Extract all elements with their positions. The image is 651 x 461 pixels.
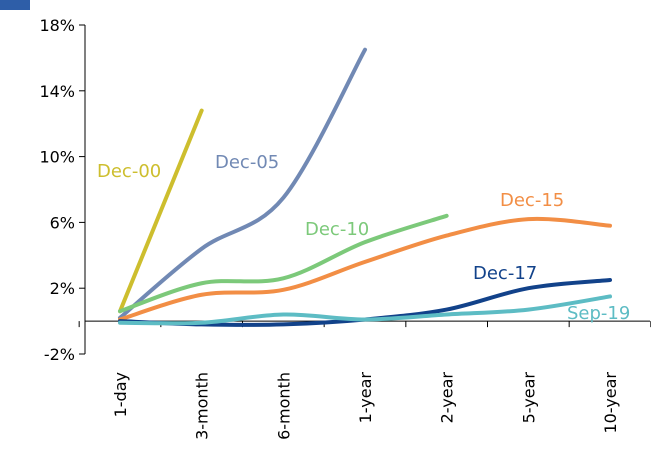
y-tick-label: 2% (50, 279, 75, 298)
y-tick-label: 14% (39, 82, 75, 101)
series-label-sep-19: Sep-19 (567, 303, 630, 324)
series-label-dec-00: Dec-00 (97, 161, 161, 182)
y-tick-label: 10% (39, 148, 75, 167)
x-tick-label: 6-month (274, 372, 293, 440)
x-tick-label: 1-day (111, 372, 130, 417)
y-tick-label: 18% (39, 16, 75, 35)
y-tick-label: 6% (50, 213, 75, 232)
series-lines (118, 47, 612, 327)
x-tick-label: 5-year (519, 372, 538, 424)
series-line-dec-00 (118, 108, 204, 314)
series-labels: Dec-00 Dec-05 Dec-10 Dec-15 Dec-17 Sep-19 (97, 152, 630, 324)
series-line-dec-15 (118, 216, 612, 322)
x-tick-label: 1-year (356, 372, 375, 424)
axes: -2% 2% 6% 10% 14% 18% 1-day 3-month 6-month 1-yea… (39, 16, 651, 440)
y-tick-label: -2% (44, 345, 75, 364)
top-strip (0, 0, 30, 10)
x-tick-label: 10-year (601, 372, 620, 434)
series-label-dec-10: Dec-10 (305, 219, 369, 240)
x-tick-label: 3-month (193, 372, 212, 440)
series-line-dec-10 (118, 213, 449, 314)
series-line-sep-19 (118, 294, 612, 326)
series-line-dec-05 (118, 47, 367, 320)
series-label-dec-17: Dec-17 (473, 263, 537, 284)
series-label-dec-05: Dec-05 (215, 152, 279, 173)
x-tick-label: 2-year (438, 372, 457, 424)
series-label-dec-15: Dec-15 (500, 190, 564, 211)
